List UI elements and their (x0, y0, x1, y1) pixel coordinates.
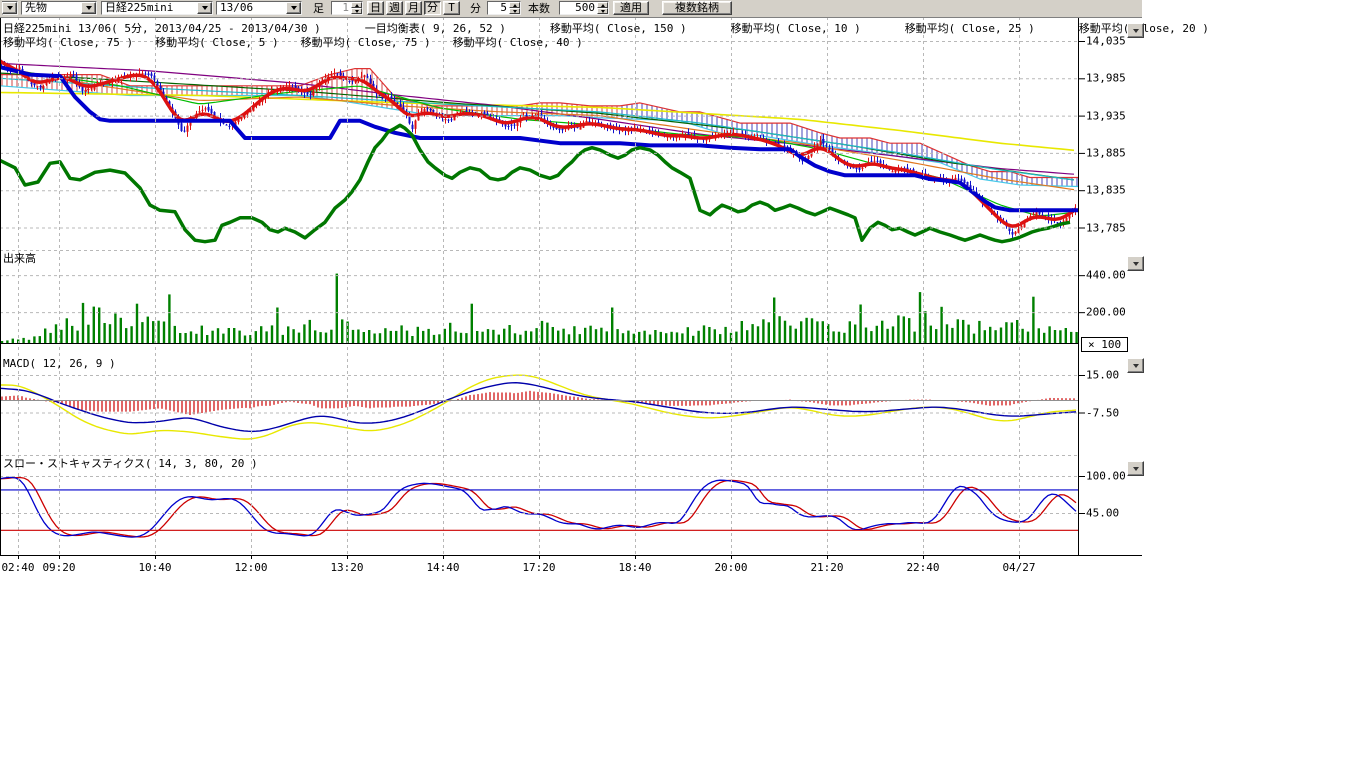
stochastics-axis-label: 100.00 (1086, 470, 1126, 483)
chevron-down-icon (1133, 467, 1139, 471)
spin-down-icon[interactable] (597, 8, 608, 14)
legend-item: 移動平均( Close, 150 ) (550, 22, 687, 35)
price-axis-label: 13,785 (1086, 221, 1126, 234)
market-select[interactable]: 先物 (21, 1, 97, 15)
legend-item: 移動平均( Close, 10 ) (731, 22, 861, 35)
indicator-legend-line2: 移動平均( Close, 75 ) 移動平均( Close, 5 ) 移動平均( C… (3, 36, 605, 49)
period-button-month[interactable]: 月 (405, 1, 422, 15)
time-axis-label: 04/27 (1002, 561, 1035, 574)
price-panel-legend: 日経225mini 13/06( 5分, 2013/04/25 - 2013/0… (3, 22, 1253, 35)
time-axis-label: 09:20 (42, 561, 75, 574)
time-axis-label: 12:00 (234, 561, 267, 574)
spin-down-icon[interactable] (351, 8, 362, 14)
legend-item: 移動平均( Close, 5 ) (155, 36, 278, 49)
spin-down-icon[interactable] (509, 8, 520, 14)
macd-axis-label: -7.50 (1086, 406, 1119, 419)
chevron-down-icon[interactable] (197, 2, 212, 14)
symbol-select[interactable]: 日経225mini (101, 1, 213, 15)
legend-item: 移動平均( Close, 75 ) (301, 36, 431, 49)
macd-axis-label: 15.00 (1086, 368, 1119, 381)
bar-count-label: 本数 (528, 2, 550, 15)
macd-panel-title: MACD( 12, 26, 9 ) (3, 357, 116, 370)
market-select-value: 先物 (25, 2, 47, 14)
chart-canvas (0, 0, 1142, 580)
time-axis-label: 22:40 (906, 561, 939, 574)
period-button-minute[interactable]: 分 (424, 1, 441, 15)
stochastics-panel-menu-button[interactable] (1127, 461, 1144, 476)
macd-panel-menu-button[interactable] (1127, 358, 1144, 373)
stochastics-axis-label: 45.00 (1086, 506, 1119, 519)
volume-axis-label: 440.00 (1086, 269, 1126, 282)
stochastics-panel-title: スロー・ストキャスティクス( 14, 3, 80, 20 ) (3, 457, 258, 470)
symbol-select-value: 日経225mini (105, 2, 173, 14)
legend-item: 一目均衡表( 9, 26, 52 ) (365, 22, 506, 35)
volume-unit-badge: × 100 (1081, 337, 1128, 352)
time-axis-label: 14:40 (426, 561, 459, 574)
price-axis-label: 14,035 (1086, 35, 1126, 48)
chevron-down-icon[interactable] (81, 2, 96, 14)
minute-value: 5 (500, 2, 507, 14)
toolbar: 先物 日経225mini 13/06 足 1 日週月分T 分 5 (0, 0, 1142, 18)
period-button-tick[interactable]: T (443, 1, 460, 15)
volume-axis-label: 200.00 (1086, 306, 1126, 319)
price-panel-title: 日経225mini 13/06( 5分, 2013/04/25 - 2013/0… (3, 22, 321, 35)
time-axis-label: 10:40 (138, 561, 171, 574)
minute-spinner[interactable]: 5 (487, 1, 521, 15)
app-window: 先物 日経225mini 13/06 足 1 日週月分T 分 5 (0, 0, 1366, 768)
bar-count-value: 500 (575, 2, 595, 14)
time-axis-label: 17:20 (522, 561, 555, 574)
price-axis-label: 13,885 (1086, 146, 1126, 159)
volume-panel-menu-button[interactable] (1127, 256, 1144, 271)
price-axis-label: 13,935 (1086, 109, 1126, 122)
mini-combo[interactable] (2, 1, 18, 15)
legend-item: 移動平均( Close, 40 ) (453, 36, 583, 49)
chevron-down-icon (1133, 29, 1139, 33)
spinner-buttons[interactable] (509, 2, 520, 14)
bar-type-label: 足 (313, 2, 324, 15)
period-button-day[interactable]: 日 (367, 1, 384, 15)
contract-select[interactable]: 13/06 (216, 1, 302, 15)
time-axis-label: 13:20 (330, 561, 363, 574)
price-axis-label: 13,985 (1086, 72, 1126, 85)
chevron-down-icon (1133, 364, 1139, 368)
bar-count-spinner[interactable]: 500 (559, 1, 609, 15)
indicator-legend-line1: 一目均衡表( 9, 26, 52 ) 移動平均( Close, 150 ) 移動平均… (343, 22, 1231, 35)
price-panel-legend-line2: 移動平均( Close, 75 ) 移動平均( Close, 5 ) 移動平均( C… (3, 36, 627, 49)
spinner-buttons[interactable] (351, 2, 362, 14)
price-panel-menu-button[interactable] (1127, 23, 1144, 38)
price-axis-label: 13,835 (1086, 184, 1126, 197)
apply-button[interactable]: 適用 (613, 1, 649, 15)
chevron-down-icon (1133, 262, 1139, 266)
chevron-down-icon[interactable] (286, 2, 301, 14)
volume-panel-title: 出来高 (3, 252, 36, 265)
minute-label: 分 (470, 2, 481, 15)
legend-item: 移動平均( Close, 75 ) (3, 36, 133, 49)
time-axis-label: 20:00 (714, 561, 747, 574)
multi-symbol-button[interactable]: 複数銘柄 (662, 1, 732, 15)
time-axis-label: 02:40 (1, 561, 34, 574)
time-axis-label: 21:20 (810, 561, 843, 574)
legend-item: 移動平均( Close, 25 ) (905, 22, 1035, 35)
period-button-week[interactable]: 週 (386, 1, 403, 15)
bar-interval-spinner[interactable]: 1 (331, 1, 363, 15)
bar-interval-value: 1 (342, 2, 349, 14)
chevron-down-icon[interactable] (2, 2, 17, 14)
contract-select-value: 13/06 (220, 2, 253, 14)
time-axis-label: 18:40 (618, 561, 651, 574)
spinner-buttons[interactable] (597, 2, 608, 14)
